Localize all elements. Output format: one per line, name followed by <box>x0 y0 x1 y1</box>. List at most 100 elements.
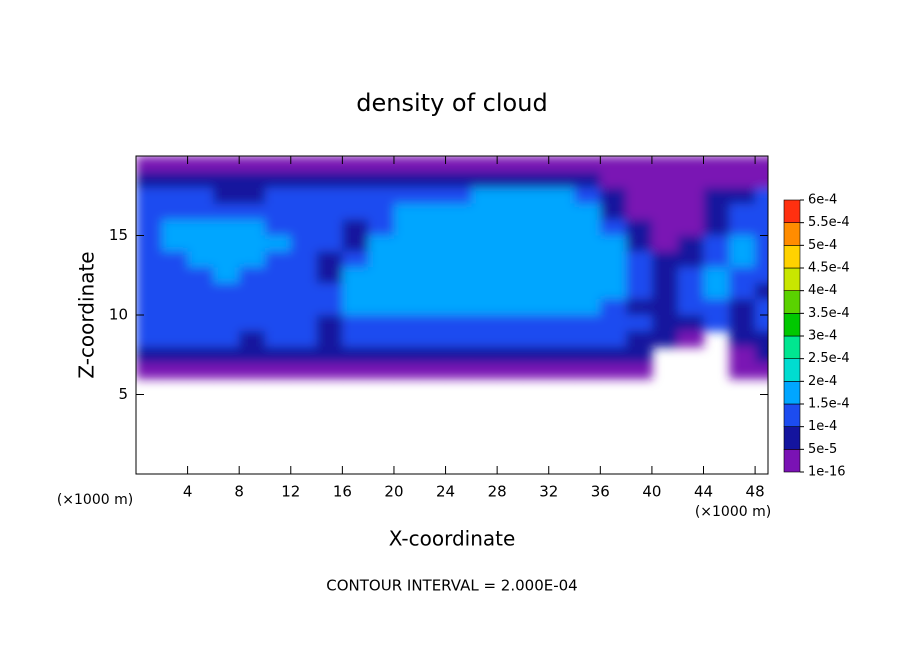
field-cell <box>239 156 266 173</box>
field-cell <box>342 203 369 221</box>
field-cell <box>522 362 550 380</box>
colorbar-label: 1.5e-4 <box>808 397 850 412</box>
field-cell <box>136 315 163 332</box>
field-cell <box>290 219 318 236</box>
field-cell <box>574 156 601 173</box>
field-cell <box>419 156 447 173</box>
colorbar-box <box>783 335 801 359</box>
field-cell <box>497 251 524 268</box>
field-cell <box>600 171 627 189</box>
field-cell <box>755 299 768 316</box>
field-cell <box>368 283 395 300</box>
x-tick-label: 28 <box>488 483 507 501</box>
x-tick-label: 24 <box>436 483 455 501</box>
field-cell <box>522 330 550 348</box>
field-cell <box>290 346 318 364</box>
field-cell <box>626 362 653 380</box>
field-cell <box>445 156 472 173</box>
field-cell <box>574 362 601 380</box>
field-cell <box>755 315 768 332</box>
colorbar-label: 2e-4 <box>808 374 837 389</box>
field-cell <box>368 299 395 316</box>
field-cell <box>368 346 395 364</box>
field-cell <box>651 315 679 332</box>
field-cell <box>239 219 266 236</box>
field-cell <box>548 171 576 189</box>
colorbar-box <box>783 381 801 405</box>
field-cell <box>729 171 756 189</box>
field-cell <box>574 187 601 205</box>
field-cell <box>755 235 768 252</box>
field-cell <box>677 330 705 348</box>
colorbar-box <box>783 222 801 246</box>
field-cell <box>651 283 679 300</box>
field-cell <box>626 299 653 316</box>
field-cell <box>677 219 705 236</box>
field-cell <box>471 156 498 173</box>
field-cell <box>677 299 705 316</box>
field-cell <box>600 156 627 173</box>
field-cell <box>161 315 189 332</box>
colorbar-box <box>783 245 801 269</box>
field-cell <box>677 315 705 332</box>
field-cell <box>729 267 756 284</box>
field-cell <box>213 362 240 380</box>
field-cell <box>522 156 550 173</box>
field-cell <box>626 187 653 205</box>
field-cell <box>239 346 266 364</box>
field-cell <box>393 330 421 348</box>
field-cell <box>290 283 318 300</box>
field-cell <box>471 346 498 364</box>
field-cell <box>136 251 163 268</box>
field-cell <box>290 171 318 189</box>
field-cell <box>548 283 576 300</box>
field-cell <box>264 203 292 221</box>
field-cell <box>393 171 421 189</box>
field-cell <box>136 219 163 236</box>
field-cell <box>419 330 447 348</box>
field-cell <box>239 330 266 348</box>
field-cell <box>574 171 601 189</box>
x-tick-label: 20 <box>384 483 403 501</box>
field-cell <box>651 267 679 284</box>
field-cell <box>574 299 601 316</box>
field-cell <box>264 283 292 300</box>
field-cell <box>213 299 240 316</box>
field-cell <box>342 187 369 205</box>
field-cell <box>187 346 214 364</box>
field-cell <box>626 203 653 221</box>
field-cell <box>342 156 369 173</box>
x-tick-label: 44 <box>694 483 713 501</box>
field-cell <box>161 299 189 316</box>
field-cell <box>393 156 421 173</box>
field-cell <box>677 203 705 221</box>
field-cell <box>677 156 705 173</box>
field-cell <box>316 203 343 221</box>
field-cell <box>755 267 768 284</box>
field-cell <box>264 299 292 316</box>
field-cell <box>651 299 679 316</box>
field-cell <box>342 219 369 236</box>
field-cell <box>755 251 768 268</box>
field-cell <box>497 283 524 300</box>
field-cell <box>677 267 705 284</box>
field-cell <box>677 251 705 268</box>
field-cell <box>136 362 163 380</box>
field-cell <box>393 187 421 205</box>
x-tick-label: 4 <box>183 483 193 501</box>
field-cell <box>445 283 472 300</box>
field-cell <box>264 251 292 268</box>
field-cell <box>161 267 189 284</box>
field-cell <box>548 315 576 332</box>
field-cell <box>187 187 214 205</box>
field-cell <box>213 156 240 173</box>
field-cell <box>677 283 705 300</box>
field-cell <box>368 330 395 348</box>
field-cell <box>264 187 292 205</box>
field-cell <box>600 315 627 332</box>
field-cell <box>522 299 550 316</box>
field-cell <box>419 346 447 364</box>
field-cell <box>393 219 421 236</box>
field-cell <box>393 235 421 252</box>
field-cell <box>600 187 627 205</box>
